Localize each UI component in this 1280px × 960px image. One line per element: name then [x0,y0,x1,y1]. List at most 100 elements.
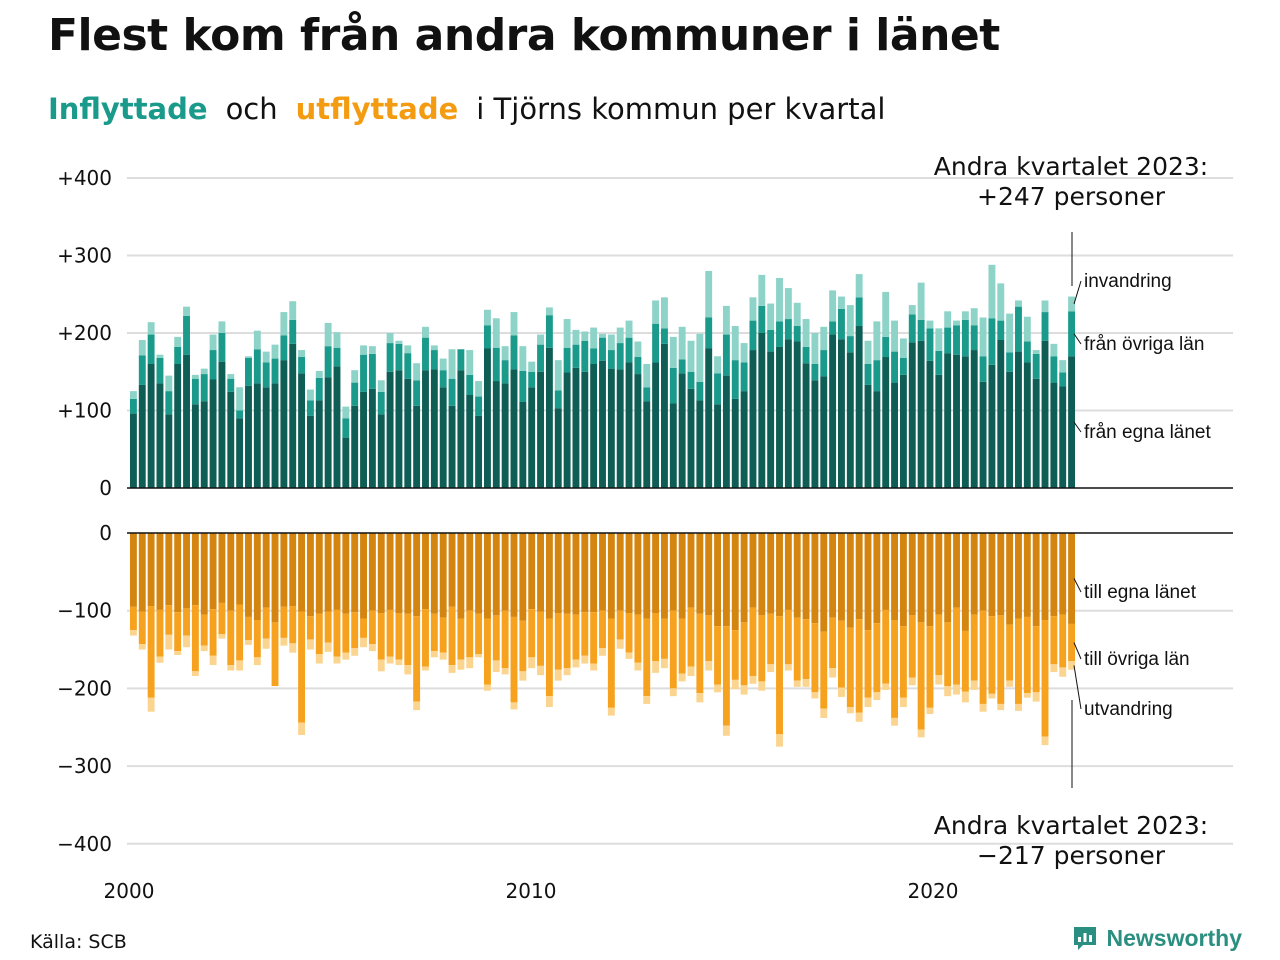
bar-out-utvandring [705,661,713,671]
bar-out-utvandring [289,643,297,653]
bar-out-utvandring [422,666,429,671]
bar-out-egna-lanet [1015,533,1022,619]
bar-in-ovriga-lan [661,328,668,344]
bar-in-invandring [448,349,456,379]
bar-in-egna-lanet [838,339,845,488]
bar-out-utvandring [829,668,837,678]
bar-in-invandring [280,312,288,336]
bar-out-ovriga-lan [979,610,987,704]
bar-in-ovriga-lan [714,373,721,405]
bar-in-egna-lanet [209,379,217,488]
bar-in-egna-lanet [563,372,571,488]
bar-in-invandring [262,351,270,363]
leader-line-in [1073,280,1082,305]
bar-out-utvandring [961,691,969,703]
bar-out-utvandring [492,660,500,673]
bar-in-ovriga-lan [935,350,943,375]
bar-in-egna-lanet [731,398,739,489]
bar-out-ovriga-lan [705,615,713,662]
bar-in-invandring [749,297,757,321]
bar-out-ovriga-lan [342,613,350,653]
bar-out-egna-lanet [183,533,190,609]
bar-out-egna-lanet [191,533,199,606]
bar-in-ovriga-lan [846,336,854,353]
series-label-out: till övriga län [1084,649,1190,670]
bar-in-ovriga-lan [519,370,527,402]
bar-in-ovriga-lan [236,410,244,419]
y-tick-label-top: 0 [99,476,112,500]
bar-out-egna-lanet [466,533,474,611]
bar-out-utvandring [147,697,155,712]
bar-in-invandring [669,336,677,368]
bar-in-egna-lanet [253,383,261,489]
bar-out-utvandring [545,696,553,708]
bar-in-invandring [731,326,739,361]
bar-in-invandring [554,360,562,391]
bar-in-ovriga-lan [669,367,677,404]
bar-in-ovriga-lan [271,358,279,384]
bar-in-ovriga-lan [430,350,438,370]
bar-out-egna-lanet [395,533,403,614]
bar-in-ovriga-lan [997,320,1005,340]
bar-in-invandring [1006,313,1014,353]
bar-out-egna-lanet [209,533,217,610]
bar-in-egna-lanet [607,368,615,488]
bar-out-egna-lanet [873,533,881,624]
bar-in-invandring [1068,296,1076,312]
bar-in-egna-lanet [678,373,686,488]
bar-out-egna-lanet [970,533,978,615]
bar-in-invandring [634,341,642,358]
bar-out-utvandring [1068,661,1076,670]
bar-in-invandring [882,291,890,337]
bar-in-egna-lanet [1041,340,1049,488]
bar-out-utvandring [368,644,376,652]
bar-out-ovriga-lan [1023,616,1031,694]
bar-out-ovriga-lan [661,618,668,659]
bar-in-egna-lanet [342,437,350,489]
source-label: Källa: SCB [30,931,127,953]
bar-out-utvandring [333,656,341,664]
bar-out-egna-lanet [448,533,456,607]
bar-in-egna-lanet [280,360,288,489]
bar-out-egna-lanet [324,533,332,612]
bar-out-egna-lanet [519,533,527,621]
bar-out-ovriga-lan [333,609,341,657]
bar-out-ovriga-lan [926,626,934,708]
bar-out-egna-lanet [607,533,615,619]
bar-out-ovriga-lan [271,622,279,687]
bar-in-egna-lanet [873,391,881,489]
bar-out-ovriga-lan [997,615,1005,704]
bar-in-invandring [784,288,792,320]
series-label-out: utvandring [1084,699,1173,720]
bar-out-ovriga-lan [156,609,164,657]
bar-out-ovriga-lan [475,613,483,655]
bar-out-egna-lanet [899,533,907,627]
bar-out-ovriga-lan [669,610,677,689]
bar-in-ovriga-lan [404,353,412,379]
bar-in-invandring [439,358,447,371]
bar-in-invandring [413,363,421,381]
bar-in-egna-lanet [545,347,553,489]
bar-out-egna-lanet [360,533,367,619]
bar-in-egna-lanet [156,383,164,489]
bar-in-egna-lanet [492,381,500,488]
bar-out-ovriga-lan [625,613,633,653]
bar-out-utvandring [820,708,828,718]
bar-out-ovriga-lan [961,630,969,692]
bar-in-invandring [147,322,155,335]
bar-in-egna-lanet [422,370,429,488]
bar-in-egna-lanet [643,401,651,488]
bar-out-egna-lanet [1059,533,1067,615]
bar-out-ovriga-lan [519,620,527,672]
bar-out-utvandring [572,659,580,668]
bar-in-invandring [661,297,668,329]
bar-out-ovriga-lan [944,622,952,687]
bar-in-ovriga-lan [979,356,987,382]
bar-out-ovriga-lan [864,630,872,698]
bar-in-ovriga-lan [422,337,429,371]
bar-in-invandring [342,406,350,419]
bar-in-invandring [510,312,518,336]
bar-out-ovriga-lan [236,604,244,661]
bar-out-egna-lanet [1023,533,1031,617]
